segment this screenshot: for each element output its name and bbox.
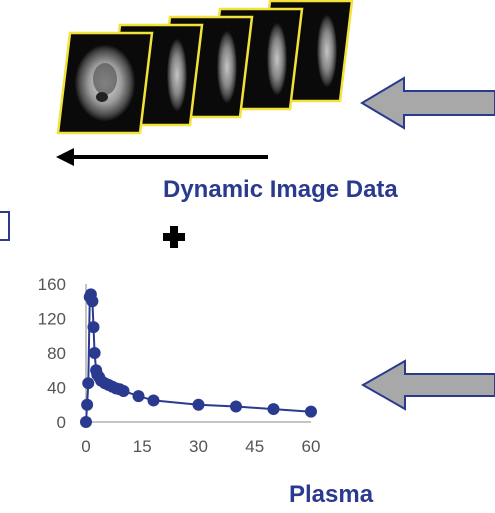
- dynamic-image-label: Dynamic Image Data: [163, 176, 398, 203]
- time-arrow: [56, 148, 268, 166]
- brain-slice-edge: [267, 23, 287, 95]
- input-arrow-bottom: [360, 359, 495, 411]
- y-tick-label: 120: [38, 310, 66, 329]
- x-tick-label: 15: [133, 437, 152, 456]
- input-arrow-top: [360, 76, 495, 130]
- data-point: [86, 295, 99, 308]
- brain-slice-edge: [317, 15, 337, 87]
- dynamic-image-panel: [56, 0, 495, 166]
- y-tick-labels: 0 40 80 120 160: [38, 275, 66, 432]
- data-point: [267, 403, 280, 416]
- data-point: [80, 416, 92, 428]
- y-tick-label: 80: [47, 344, 66, 363]
- data-point: [230, 400, 242, 413]
- data-point: [88, 347, 101, 359]
- data-point: [147, 394, 160, 407]
- x-tick-label: 30: [189, 437, 208, 456]
- image-frame: [56, 31, 154, 135]
- data-point: [81, 398, 94, 411]
- data-point: [132, 390, 145, 403]
- data-point: [82, 377, 95, 390]
- series-points: [80, 288, 317, 428]
- x-tick-label: 45: [245, 437, 264, 456]
- plasma-label: Plasma: [289, 481, 374, 508]
- plus-icon: [163, 226, 185, 248]
- brain-slice-edge: [217, 31, 237, 103]
- plasma-chart: 0 40 80 120 160 0 15 30 45 60: [38, 275, 321, 456]
- data-point: [117, 384, 130, 397]
- data-point: [305, 405, 317, 418]
- y-tick-label: 40: [47, 379, 66, 398]
- x-tick-label: 0: [81, 437, 90, 456]
- x-tick-labels: 0 15 30 45 60: [81, 437, 320, 456]
- data-point: [192, 398, 205, 411]
- brain-slice-edge: [167, 39, 187, 111]
- image-frame-stack: [56, 0, 354, 135]
- data-point: [87, 321, 100, 334]
- x-tick-label: 60: [302, 437, 321, 456]
- y-tick-label: 0: [57, 413, 66, 432]
- bracket-fragment: [0, 211, 10, 241]
- y-tick-label: 160: [38, 275, 66, 294]
